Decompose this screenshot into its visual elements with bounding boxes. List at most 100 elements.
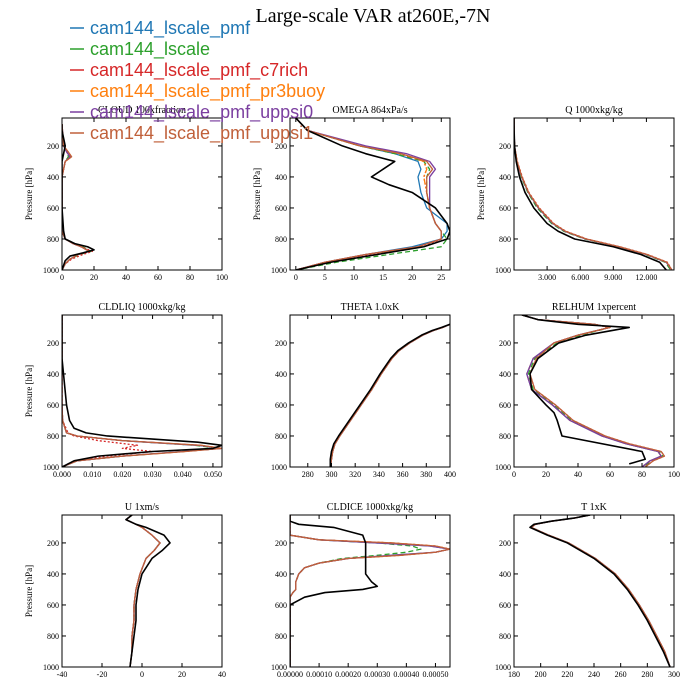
y-tick-label: 600	[275, 601, 287, 610]
x-tick-label: 20	[408, 273, 416, 282]
plot-frame	[289, 117, 451, 271]
legend: cam144_lscale_pmfcam144_lscalecam144_lsc…	[70, 18, 325, 144]
x-tick-label: 300	[668, 670, 680, 679]
y-tick-label: 400	[275, 173, 287, 182]
y-tick-label: 800	[275, 235, 287, 244]
y-tick-label: 600	[499, 204, 511, 213]
x-tick-label: 340	[373, 470, 385, 479]
legend-label: cam144_lscale_pmf_uppsi1	[90, 123, 313, 144]
y-tick-label: 400	[499, 570, 511, 579]
series-line-control	[290, 515, 379, 667]
x-tick-label: 0.050	[204, 470, 222, 479]
x-tick-label: 0	[294, 273, 298, 282]
x-tick-label: 20	[178, 670, 186, 679]
y-tick-label: 200	[275, 339, 287, 348]
plot-frame	[513, 514, 675, 668]
x-tick-label: 100	[668, 470, 680, 479]
series-line-cam144-lscale-pmf-uppsi1	[329, 323, 450, 467]
y-tick-label: 600	[47, 401, 59, 410]
y-tick-label: 600	[47, 601, 59, 610]
x-tick-label: 200	[535, 670, 547, 679]
series-line-control	[62, 315, 222, 467]
legend-item-cam144-lscale-pmf: cam144_lscale_pmf	[70, 18, 251, 39]
x-tick-label: 0.010	[83, 470, 101, 479]
plot-frame	[61, 514, 223, 668]
y-tick-label: 1000	[43, 463, 59, 472]
y-tick-label: 1000	[495, 266, 511, 275]
plot-frame	[513, 117, 675, 271]
y-tick-label: 400	[47, 570, 59, 579]
series-group	[62, 124, 95, 270]
x-tick-label: 20	[90, 273, 98, 282]
x-tick-label: 0	[60, 273, 64, 282]
y-tick-label: 400	[499, 173, 511, 182]
x-tick-label: 240	[588, 670, 600, 679]
series-group	[329, 323, 450, 467]
series-line-cam144-lscale	[62, 315, 220, 467]
x-tick-label: 280	[302, 470, 314, 479]
y-tick-label: 800	[47, 432, 59, 441]
y-tick-label: 600	[499, 601, 511, 610]
series-line-control	[329, 323, 450, 467]
x-tick-label: 260	[615, 670, 627, 679]
x-tick-label: 0.000	[53, 470, 71, 479]
series-line-cam144-lscale-pmf	[521, 315, 662, 467]
panel-cldice: CLDICE 1000xkg/kg 200 400 600 800 10000.00000…	[271, 502, 451, 679]
series-line-cam144-lscale-pmf-uppsi1	[290, 515, 450, 667]
x-tick-label: 360	[397, 470, 409, 479]
series-line-cam144-lscale-pmf-pr3buoy	[62, 315, 222, 467]
y-tick-label: 200	[275, 539, 287, 548]
panel-title: CLDICE 1000xkg/kg	[327, 502, 413, 513]
y-axis-label: Pressure [hPa]	[24, 365, 34, 417]
series-line-cam144-lscale-pmf-pr3buoy	[290, 515, 450, 667]
series-group	[295, 118, 450, 270]
panel-title: CLDLIQ 1000xkg/kg	[99, 302, 186, 313]
y-tick-label: 400	[275, 370, 287, 379]
y-tick-label: 800	[47, 235, 59, 244]
y-tick-label: 400	[47, 370, 59, 379]
y-axis-label: Pressure [hPa]	[24, 565, 34, 617]
x-tick-label: 0.00020	[335, 670, 361, 679]
y-axis-label: Pressure [hPa]	[252, 168, 262, 220]
x-tick-label: 40	[574, 470, 582, 479]
series-line-cam144-lscale-pmf	[329, 323, 450, 467]
series-line-cam144-lscale-pmf-uppsi0	[514, 118, 673, 270]
series-line-cam144-lscale-pmf-c7rich	[521, 315, 666, 467]
series-line-cam144-lscale-pmf-pr3buoy	[329, 323, 450, 467]
x-tick-label: 60	[154, 273, 162, 282]
x-tick-label: 80	[186, 273, 194, 282]
series-line-cam144-lscale-pmf-uppsi0	[290, 515, 450, 667]
panel-title: THETA 1.0xK	[341, 302, 400, 313]
y-tick-label: 200	[499, 142, 511, 151]
series-line-cam144-lscale-pmf	[62, 315, 222, 467]
plot-frame	[61, 117, 223, 271]
x-tick-label: 5	[323, 273, 327, 282]
panel-title: OMEGA 864xPa/s	[332, 105, 407, 116]
x-tick-label: 0.00000	[277, 670, 303, 679]
y-tick-label: 800	[275, 632, 287, 641]
legend-label: cam144_lscale_pmf	[90, 18, 251, 39]
x-tick-label: 9.000	[604, 273, 622, 282]
x-tick-label: -20	[97, 670, 108, 679]
panel-title: RELHUM 1xpercent	[552, 302, 636, 313]
panel-theta: THETA 1.0xK 200 400 600 800 1000 280 300 320 340 3…	[271, 302, 456, 479]
plot-frame	[289, 314, 451, 468]
series-line-control	[521, 315, 646, 465]
x-tick-label: 0.040	[174, 470, 192, 479]
series-line-cam144-lscale-pmf	[290, 515, 450, 667]
y-tick-label: 800	[275, 432, 287, 441]
legend-item-cam144-lscale-pmf-uppsi0: cam144_lscale_pmf_uppsi0	[70, 102, 313, 123]
y-axis-label: Pressure [hPa]	[24, 168, 34, 220]
x-tick-label: 0	[140, 670, 144, 679]
series-group	[290, 515, 450, 667]
y-tick-label: 400	[275, 570, 287, 579]
y-tick-label: 200	[499, 339, 511, 348]
y-tick-label: 400	[499, 370, 511, 379]
x-tick-label: 0.030	[144, 470, 162, 479]
series-line-cam144-lscale-pmf-uppsi1	[514, 118, 673, 270]
panel-title: CLOUD 100xfraction	[98, 105, 186, 116]
series-group	[514, 118, 673, 270]
